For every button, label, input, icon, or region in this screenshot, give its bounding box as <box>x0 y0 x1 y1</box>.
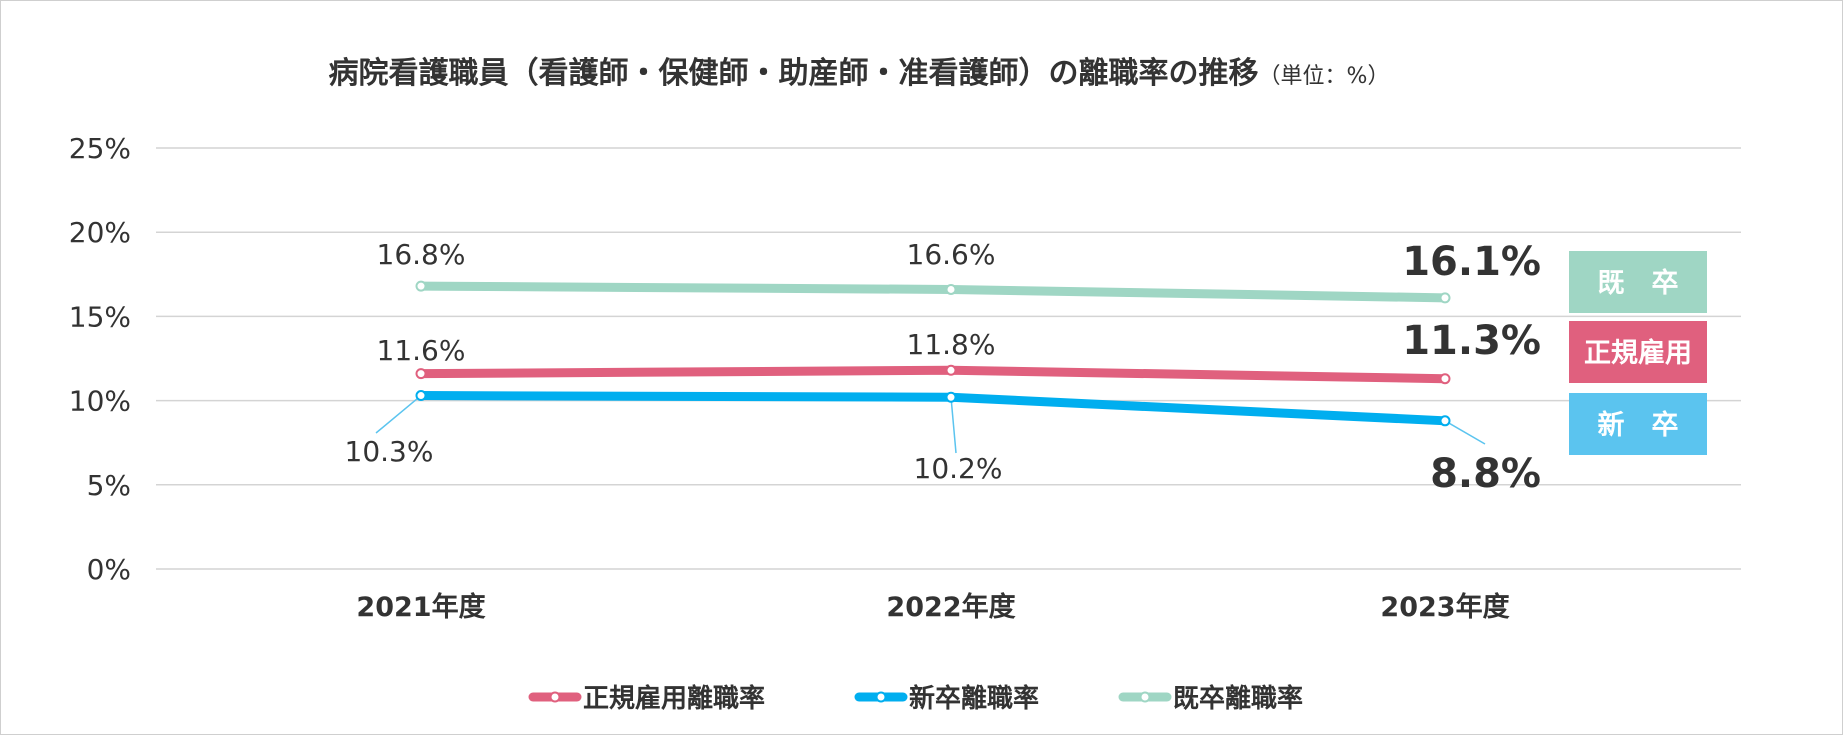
data-label: 11.3% <box>1402 318 1541 364</box>
data-label: 11.8% <box>907 328 996 361</box>
legend: 正規雇用離職率 新卒離職率 既卒離職率 <box>528 683 1303 714</box>
x-category-label: 2022年度 <box>886 591 1015 623</box>
data-point <box>945 364 957 376</box>
y-tick-label: 10% <box>69 385 131 418</box>
legend-label: 正規雇用離職率 <box>583 683 765 714</box>
data-label: 11.6% <box>377 334 466 367</box>
legend-swatch-point <box>549 691 561 703</box>
y-tick-label: 5% <box>87 469 131 502</box>
chart-title-main: 病院看護職員（看護師・保健師・助産師・准看護師）の離職率の推移 <box>329 56 1259 91</box>
y-axis-ticks: 0% 5% 10% 15% 20% 25% <box>69 132 131 586</box>
y-tick-label: 0% <box>87 553 131 586</box>
data-point <box>415 368 427 380</box>
series-line <box>416 365 1450 384</box>
data-label: 16.1% <box>1402 239 1541 285</box>
series-tag-label: 既 卒 <box>1598 267 1679 299</box>
legend-swatch-point <box>875 691 887 703</box>
series-line <box>416 281 1450 303</box>
data-point <box>945 391 957 403</box>
x-axis-categories: 2021年度 2022年度 2023年度 <box>356 591 1509 623</box>
y-tick-label: 25% <box>69 132 131 165</box>
chart-title-unit: （単位：%） <box>1259 64 1390 89</box>
data-point <box>1439 292 1451 304</box>
data-point <box>945 283 957 295</box>
legend-swatch-point <box>1139 691 1151 703</box>
data-label: 16.8% <box>377 238 466 271</box>
leader-line <box>1444 420 1486 445</box>
chart-title: 病院看護職員（看護師・保健師・助産師・准看護師）の離職率の推移（単位：%） <box>329 56 1390 91</box>
data-labels: 11.6% 11.8% 11.3% 10.3% 10.2% 8.8% 16.8% 16.6% 1… <box>345 238 1541 497</box>
data-label: 10.3% <box>345 435 434 468</box>
data-label: 8.8% <box>1430 451 1541 497</box>
data-point <box>1439 415 1451 427</box>
label-leader-lines <box>375 394 1486 454</box>
data-point <box>415 390 427 402</box>
x-category-label: 2023年度 <box>1380 591 1509 623</box>
x-category-label: 2021年度 <box>356 591 485 623</box>
data-points <box>415 280 1451 427</box>
series-line <box>416 391 1450 426</box>
series-tag-box <box>1569 251 1707 313</box>
data-point <box>415 280 427 292</box>
legend-label: 既卒離職率 <box>1173 683 1303 714</box>
series-tag-label: 正規雇用 <box>1584 337 1692 369</box>
series-tag-box <box>1569 393 1707 455</box>
leader-line <box>375 394 422 434</box>
y-tick-label: 20% <box>69 216 131 249</box>
leader-line <box>950 397 957 454</box>
y-tick-label: 15% <box>69 300 131 333</box>
series-tag-box <box>1569 321 1707 383</box>
data-point <box>1439 373 1451 385</box>
legend-label: 新卒離職率 <box>909 683 1039 714</box>
series-tag-label: 新 卒 <box>1598 409 1679 441</box>
data-label: 16.6% <box>907 238 996 271</box>
data-label: 10.2% <box>914 452 1003 485</box>
